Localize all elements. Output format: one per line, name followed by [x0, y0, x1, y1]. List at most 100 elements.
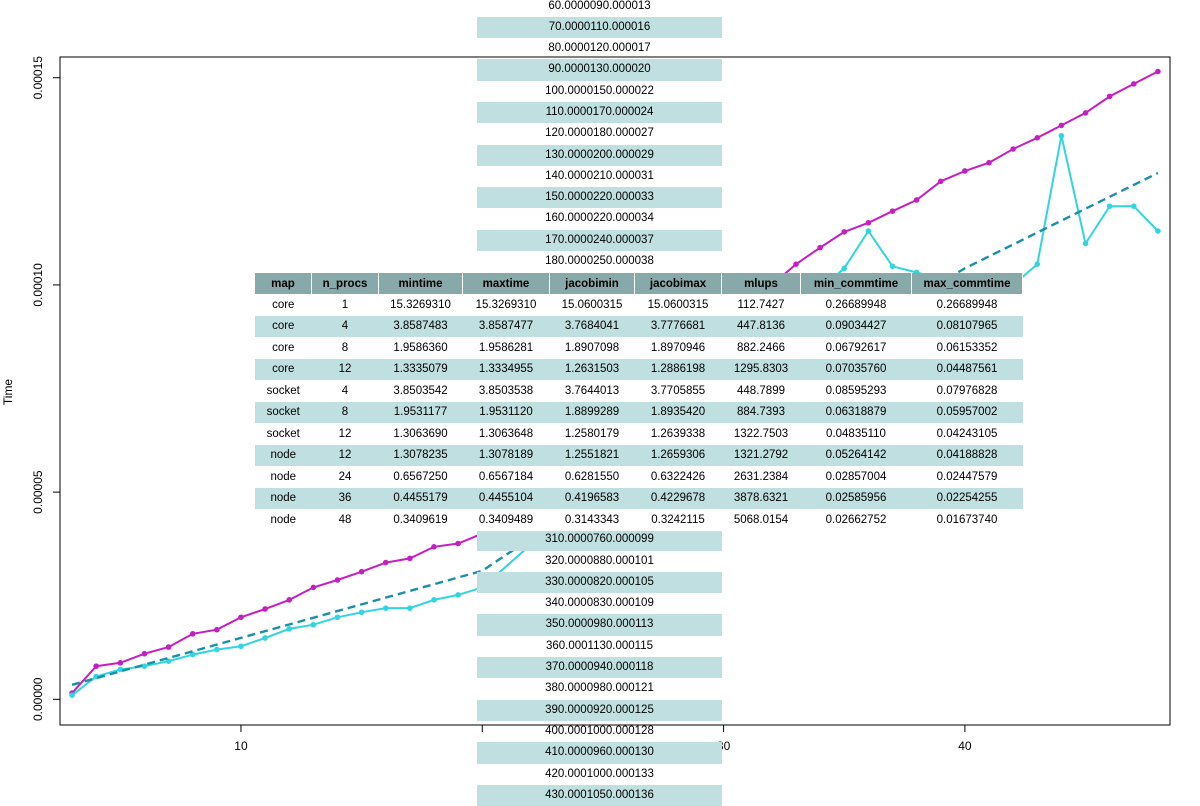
- table-cell: 0.6567250: [378, 466, 463, 488]
- series-2-point: [165, 658, 172, 664]
- y-tick-label: 0.00000: [31, 677, 45, 721]
- strip-row: 80.0000120.000017: [548, 42, 651, 55]
- table-row: socket 12 1.3063690 1.3063648 1.2580179 1.263…: [255, 423, 1023, 445]
- series-1-point: [262, 606, 268, 612]
- series-2-point: [1058, 132, 1065, 139]
- series-1-point: [962, 168, 968, 174]
- table-cell: core: [255, 358, 312, 380]
- series-1-point: [382, 559, 389, 566]
- table-cell: 0.26689948: [911, 294, 1023, 316]
- series-1-point: [1034, 135, 1041, 141]
- series-2-point: [1106, 203, 1113, 209]
- table-cell: 448.7899: [721, 380, 801, 402]
- series-1-point: [889, 208, 896, 214]
- column-header: mintime: [378, 273, 463, 294]
- table-cell: 1.3078235: [378, 444, 463, 466]
- series-1-point: [1082, 110, 1089, 116]
- x-tick-label: 10: [234, 739, 248, 753]
- table-cell: 1.2886198: [634, 358, 722, 380]
- series-1-point: [141, 650, 148, 657]
- table-cell: 48: [311, 509, 379, 531]
- table-cell: node: [255, 487, 312, 509]
- series-1-point: [793, 261, 799, 267]
- strip-row: 330.0000820.000105: [477, 571, 722, 594]
- strip-row: 130.0000200.000029: [477, 144, 722, 166]
- series-2-point: [1131, 203, 1137, 209]
- table-cell: 0.02585956: [800, 487, 912, 509]
- strip-row: 430.0001050.000136: [477, 784, 722, 806]
- series-1-point: [286, 597, 293, 603]
- series-1-point: [93, 663, 99, 669]
- series-2-point: [262, 635, 268, 641]
- table-cell: 882.2466: [721, 337, 801, 359]
- strip-row: 350.0000980.000113: [477, 614, 722, 636]
- series-2-point: [117, 666, 124, 673]
- strip-row: 360.0001130.000115: [545, 639, 653, 652]
- table-cell: 3.8503538: [462, 380, 550, 402]
- strip-row: 110.0000170.000024: [477, 101, 722, 124]
- table-cell: 0.6322426: [634, 466, 722, 488]
- table-cell: 0.05957002: [911, 401, 1023, 423]
- table-cell: 1.8970946: [634, 337, 722, 359]
- strip-row: 370.0000940.000118: [477, 657, 722, 679]
- series-2-point: [1082, 240, 1089, 247]
- table-header-row: map n_procs mintime maxtime jacobimin jacobim…: [255, 273, 1023, 294]
- series-1-point: [358, 568, 365, 575]
- table-cell: node: [255, 444, 312, 466]
- strip-row: 420.0001000.000133: [545, 767, 654, 780]
- column-header: max_commtime: [911, 273, 1023, 294]
- table-cell: core: [255, 315, 312, 337]
- table-cell: socket: [255, 423, 312, 445]
- table-cell: 1.2551821: [549, 444, 635, 466]
- table-cell: 0.06792617: [800, 337, 912, 359]
- series-1-point: [841, 229, 848, 235]
- table-cell: core: [255, 294, 312, 316]
- column-header: maxtime: [462, 273, 550, 294]
- table-cell: 12: [311, 444, 379, 466]
- table-cell: 3.7684041: [549, 315, 635, 337]
- series-2-point: [69, 692, 75, 698]
- table-row: core 12 1.3335079 1.3334955 1.2631503 1.28861…: [255, 358, 1023, 380]
- table-row: core 8 1.9586360 1.9586281 1.8907098 1.897094…: [255, 337, 1023, 359]
- column-header: min_commtime: [800, 273, 912, 294]
- strip-row: 380.0000980.000121: [545, 682, 654, 695]
- table-cell: 1: [311, 294, 379, 316]
- strip-row: 140.0000210.000031: [545, 169, 654, 182]
- table-cell: 1295.8303: [721, 358, 801, 380]
- y-tick-label: 0.00005: [31, 470, 45, 514]
- table-cell: 3.7644013: [549, 380, 635, 402]
- table-row: node 36 0.4455179 0.4455104 0.4196583 0.42296…: [255, 487, 1023, 509]
- table-cell: 1.9586281: [462, 337, 550, 359]
- table-cell: 0.02662752: [800, 509, 912, 531]
- strip-row: 180.0000250.000038: [545, 255, 654, 268]
- table-cell: 15.3269310: [462, 294, 550, 316]
- table-cell: 1322.7503: [721, 423, 801, 445]
- table-cell: 4: [311, 380, 379, 402]
- series-2-point: [141, 663, 148, 669]
- series-1-point: [1010, 146, 1016, 152]
- table-row: socket 8 1.9531177 1.9531120 1.8899289 1.8935…: [255, 401, 1023, 423]
- column-header: jacobimax: [634, 273, 722, 294]
- series-2-line: [71, 135, 1159, 696]
- strip-row: 120.0000180.000027: [545, 127, 654, 140]
- series-1-point: [189, 631, 196, 637]
- table-cell: 1.8899289: [549, 401, 635, 423]
- table-cell: socket: [255, 401, 312, 423]
- table-cell: 1.3063690: [378, 423, 463, 445]
- table-cell: 0.04243105: [911, 423, 1023, 445]
- table-cell: socket: [255, 380, 312, 402]
- strip-row: 410.0000960.000130: [477, 742, 722, 764]
- strip-row: 160.0000220.000034: [545, 212, 654, 225]
- series-1-point: [455, 540, 461, 547]
- table-cell: 0.02254255: [911, 487, 1023, 509]
- table-cell: 1.8907098: [549, 337, 635, 359]
- table-cell: 0.6281550: [549, 466, 635, 488]
- y-tick-label: 0.00015: [31, 56, 45, 100]
- table-cell: 884.7393: [721, 401, 801, 423]
- table-cell: 0.4455179: [378, 487, 463, 509]
- table-cell: 1.3078189: [462, 444, 550, 466]
- results-table: map n_procs mintime maxtime jacobimin jacobim…: [255, 273, 1023, 531]
- table-cell: 112.7427: [721, 294, 801, 316]
- table-cell: 0.04188828: [911, 444, 1023, 466]
- table-cell: 1.3334955: [462, 358, 550, 380]
